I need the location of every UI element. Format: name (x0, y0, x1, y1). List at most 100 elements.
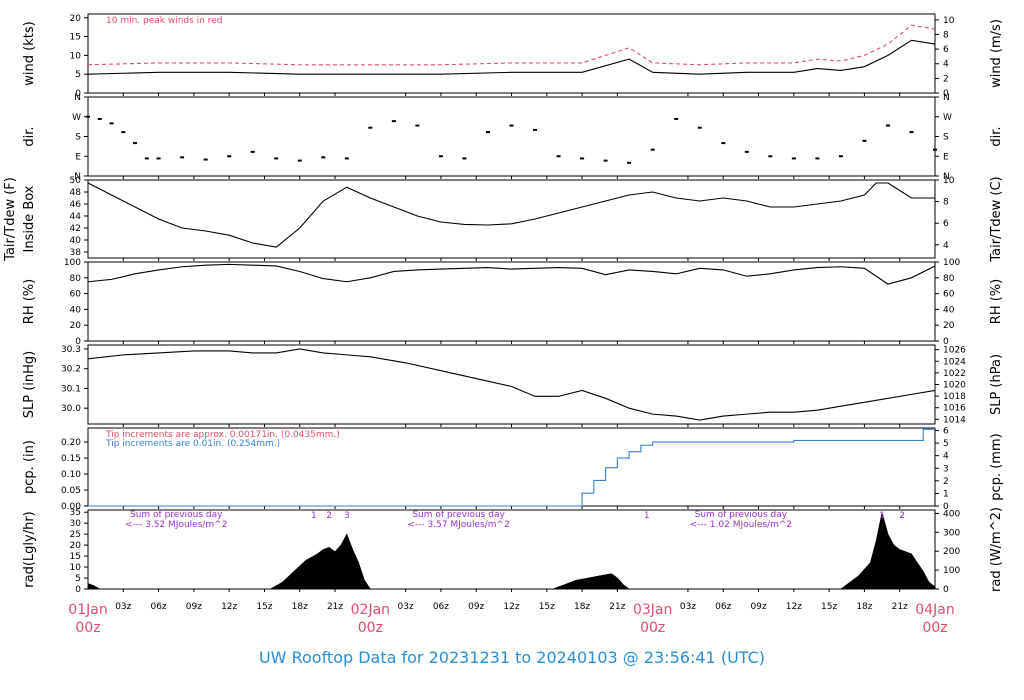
pcp-ytick-label: 0.20 (61, 438, 81, 448)
slp-ytick-right-label: 1014 (943, 415, 966, 425)
x-tick-label: 06z (433, 602, 449, 612)
x-tick-label: 09z (750, 602, 766, 612)
pcp-ytick-right-label: 3 (943, 464, 949, 474)
x-tick-label: 15z (821, 602, 837, 612)
temp-ytick-label: 46 (70, 200, 82, 210)
pcp-ytick-right-label: 5 (943, 439, 949, 449)
rh-ytick-label: 40 (70, 305, 82, 315)
dir-ytick-label: E (75, 152, 81, 162)
rad-ytick-label: 10 (70, 563, 82, 573)
dir-ylabel: dir. (22, 126, 37, 146)
dir-ytick-label: W (72, 113, 81, 123)
rad-marker: 1 (879, 511, 885, 521)
wind-ytick-label: 15 (70, 33, 81, 43)
dir-ytick-right-label: E (943, 152, 949, 162)
rh-ytick-label: 60 (70, 290, 82, 300)
rh-series-line (87, 263, 936, 285)
rad-annotation: <--- 3.52 MJoules/m^2 (125, 520, 227, 530)
rad-annotation: Sum of previous day (412, 510, 505, 520)
x-date-time-label: 00z (922, 620, 947, 636)
dir-ytick-label: S (75, 133, 81, 143)
pcp-panel: 0.00 0.05 0.10 0.15 0.20 0 1 2 3 4 5 6 pcp. (in) pcp.… (22, 427, 1004, 512)
x-tick-label: 18z (292, 602, 308, 612)
rh-ytick-right-label: 40 (943, 305, 955, 315)
rad-ytick-label: 5 (75, 574, 81, 584)
dir-ylabel-right: dir. (989, 126, 1004, 146)
slp-panel: 30.030.130.230.3101410161018102010221024… (22, 344, 1004, 427)
rad-ytick-label: 0 (75, 585, 81, 595)
x-date-label: 02Jan (351, 602, 390, 618)
x-date-label: 01Jan (68, 602, 107, 618)
wind-ytick-right-label: 0 (943, 89, 949, 99)
pcp-ytick-right-label: 0 (943, 502, 949, 512)
slp-ytick-right-label: 1020 (943, 381, 966, 391)
pcp-ytick-right-label: 4 (943, 452, 949, 462)
dir-ytick-label: N (74, 172, 81, 182)
pcp-ytick-label: 0.00 (61, 502, 81, 512)
wind-ytick-label: 5 (75, 70, 81, 80)
pcp-ytick-label: 0.15 (61, 454, 81, 464)
wind-ytick-label: 0 (75, 89, 81, 99)
rad-ytick-label: 35 (70, 508, 81, 518)
x-date-time-label: 00z (75, 620, 100, 636)
pcp-ylabel-right: pcp. (mm) (989, 433, 1004, 500)
x-tick-label: 03z (115, 602, 131, 612)
dir-ytick-right-label: N (943, 172, 950, 182)
rh-ytick-right-label: 80 (943, 274, 955, 284)
x-tick-label: 15z (539, 602, 555, 612)
x-tick-label: 18z (856, 602, 872, 612)
x-tick-label: 12z (503, 602, 519, 612)
pcp-ytick-right-label: 1 (943, 489, 949, 499)
temp-ytick-label: 48 (70, 188, 82, 198)
temp-ytick-label: 42 (70, 224, 81, 234)
rad-ylabel: rad(Lgly/hr) (22, 511, 37, 587)
rh-ylabel-right: RH (%) (989, 279, 1004, 324)
rh-ytick-right-label: 0 (943, 337, 949, 347)
slp-ytick-right-label: 1026 (943, 346, 966, 356)
rad-ylabel-right: rad (W/m^2) (989, 507, 1004, 592)
x-tick-label: 21z (892, 602, 908, 612)
rad-annotation: <--- 3.57 MJoules/m^2 (407, 520, 509, 530)
temp-ytick-label: 50 (70, 176, 82, 186)
rh-frame (87, 261, 936, 342)
rad-annotation: <--- 1.02 MJoules/m^2 (690, 520, 792, 530)
slp-ytick-right-label: 1024 (943, 357, 966, 367)
wind-ytick-right-label: 6 (943, 45, 949, 55)
rad-marker: 1 (311, 511, 317, 521)
wind-series-line (87, 39, 936, 75)
wind-ytick-right-label: 4 (943, 60, 949, 70)
temp-series-line (87, 182, 935, 248)
x-date-time-label: 00z (640, 620, 665, 636)
rad-ytick-right-label: 0 (943, 585, 949, 595)
rad-annotation: Sum of previous day (695, 510, 788, 520)
wind-ytick-right-label: 2 (943, 74, 949, 84)
x-tick-label: 09z (468, 602, 484, 612)
rad-marker: 3 (344, 511, 350, 521)
x-tick-label: 06z (715, 602, 731, 612)
dir-frame (87, 96, 936, 177)
pcp-ytick-right-label: 2 (943, 477, 949, 487)
rad-ytick-label: 15 (70, 552, 81, 562)
temp-frame (87, 179, 936, 259)
x-tick-label: 18z (574, 602, 590, 612)
temp-ytick-right-label: 6 (943, 219, 949, 229)
temp-ylabel: Tair/Tdew (F) (3, 177, 18, 262)
pcp-annotation: Tip increments are 0.01in. (0.254mm.) (105, 439, 280, 449)
x-tick-label: 12z (786, 602, 802, 612)
rad-ytick-label: 30 (70, 519, 82, 529)
rh-panel: 0 20 40 60 80 100 0 20 40 60 80 100 RH (%) RH (%) (22, 258, 1004, 347)
rad-ytick-right-label: 100 (943, 566, 960, 576)
rad-marker: 1 (644, 511, 650, 521)
x-date-time-label: 00z (358, 620, 383, 636)
temp-ytick-right-label: 8 (943, 198, 949, 208)
temp-ytick-label: 44 (70, 212, 82, 222)
temp-ylabel-2: Inside Box (22, 185, 37, 252)
rad-annotation: Sum of previous day (130, 510, 223, 520)
wind-series-line (87, 24, 936, 66)
rad-ytick-right-label: 200 (943, 547, 960, 557)
dir-ytick-right-label: S (943, 133, 949, 143)
rh-ytick-label: 20 (70, 321, 82, 331)
